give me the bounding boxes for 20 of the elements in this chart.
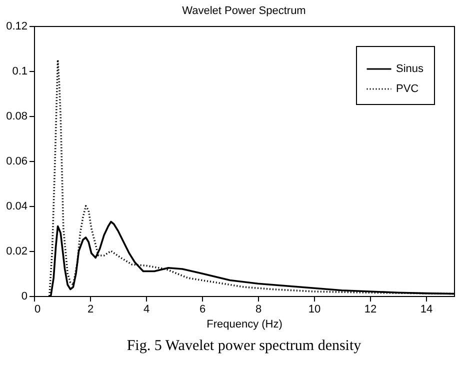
x-tick-label: 6 (199, 304, 206, 316)
y-tick-label: 0 (21, 290, 28, 302)
x-tick-label: 0 (34, 304, 41, 316)
x-tick-label: 12 (364, 304, 377, 316)
chart-title: Wavelet Power Spectrum (182, 5, 306, 17)
legend-label: PVC (396, 83, 419, 95)
caption: Fig. 5 Wavelet power spectrum density (126, 338, 362, 354)
legend-label: Sinus (396, 63, 424, 75)
y-tick-label: 0.04 (6, 200, 28, 212)
y-tick-label: 0.1 (12, 66, 28, 78)
y-tick-label: 0.06 (6, 156, 28, 168)
y-tick-label: 0.02 (6, 246, 28, 258)
y-tick-label: 0.12 (6, 20, 28, 32)
x-tick-label: 14 (420, 304, 433, 316)
x-tick-label: 10 (308, 304, 321, 316)
x-tick-label: 2 (87, 304, 94, 316)
x-axis-title: Frequency (Hz) (206, 318, 282, 330)
x-tick-label: 8 (255, 304, 262, 316)
y-tick-label: 0.08 (6, 110, 28, 122)
x-tick-label: 4 (143, 304, 150, 316)
